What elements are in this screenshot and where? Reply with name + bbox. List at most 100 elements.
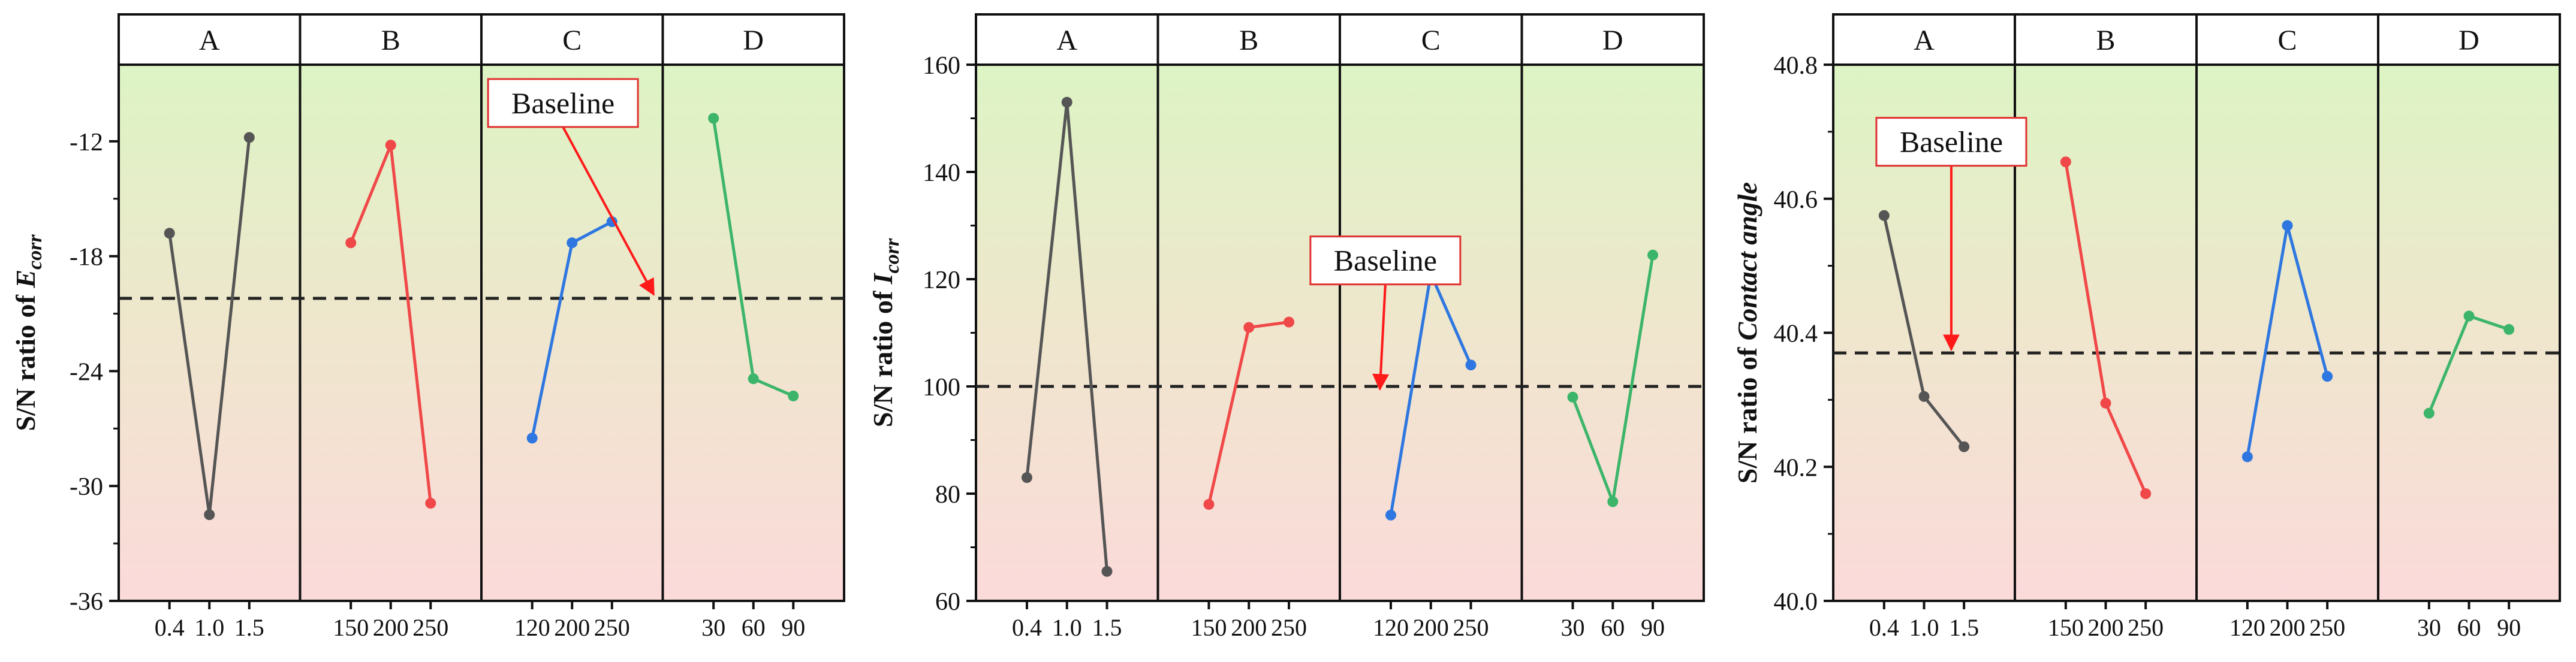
factor-header-label: B (2096, 25, 2115, 56)
y-tick-label: 40.0 (1774, 588, 1818, 616)
x-tick-label: 30 (701, 614, 725, 641)
x-tick-label: 250 (2128, 614, 2164, 641)
y-tick-label: 120 (923, 267, 960, 294)
x-tick-label: 60 (742, 614, 766, 641)
factor-header-box (975, 13, 1159, 66)
x-tick-label: 1.5 (1092, 614, 1122, 641)
x-tick-label: 200 (2270, 614, 2306, 641)
data-point (708, 113, 719, 124)
baseline-callout-box (487, 78, 639, 128)
x-tick-label: 120 (1373, 614, 1409, 641)
x-tick-label: 250 (594, 614, 630, 641)
y-axis-label-variable: E (10, 270, 41, 289)
y-axis-label-subscript: corr (24, 234, 46, 270)
factor-header-label: D (1602, 25, 1623, 56)
x-tick-label: 250 (1453, 614, 1489, 641)
data-point (1203, 498, 1215, 510)
y-tick-label: 40.6 (1774, 186, 1818, 214)
data-point (2060, 156, 2071, 168)
data-point (1101, 566, 1113, 577)
y-tick-label: -18 (70, 244, 103, 271)
x-tick-label: 0.4 (155, 614, 185, 641)
chart-panel-2: A B C D 60 80 100 120 140 160 S/N ratio of Icorr 0.… (867, 13, 1705, 641)
data-point (567, 237, 578, 249)
data-point (1021, 472, 1032, 483)
x-tick-label: 30 (2417, 614, 2441, 641)
plot-frame (117, 64, 845, 602)
data-point (1284, 316, 1295, 328)
data-point (345, 237, 357, 249)
y-axis-label: S/N ratio of Ecorr (10, 234, 46, 431)
factor-header-box (480, 13, 664, 66)
y-tick-label: 140 (923, 159, 960, 187)
data-point (1647, 249, 1659, 261)
factor-header-label: C (562, 25, 582, 56)
x-tick-label: 200 (1231, 614, 1267, 641)
y-axis-label: S/N ratio of Icorr (867, 238, 903, 427)
y-tick-label: -12 (70, 129, 103, 156)
data-point (526, 433, 538, 444)
data-point (788, 390, 799, 401)
data-point (2322, 371, 2333, 382)
y-axis-label: S/N ratio of Contact angle (1732, 182, 1762, 483)
factor-header-label: D (743, 25, 764, 56)
factor-header-box (1520, 13, 1705, 66)
data-point (385, 140, 396, 151)
x-tick-label: 0.4 (1012, 614, 1042, 641)
x-tick-label: 1.5 (234, 614, 264, 641)
x-tick-label: 1.0 (1909, 614, 1939, 641)
data-point (2100, 397, 2111, 409)
factor-header-label: C (2277, 25, 2297, 56)
baseline-arrow (1372, 284, 1390, 391)
data-point (243, 132, 255, 143)
y-axis-label-prefix: S/N ratio of (1732, 340, 1762, 483)
y-tick-label: -30 (70, 473, 103, 501)
baseline-callout-box (1875, 117, 2027, 167)
x-tick-label: 60 (2457, 614, 2481, 641)
factor-header-label: C (1421, 25, 1441, 56)
data-point (204, 509, 215, 521)
data-point (1061, 96, 1072, 108)
y-tick-label: -24 (70, 358, 103, 386)
chart-panel-3: A B C D 40.0 40.2 40.4 40.6 40.8 S/N ratio of Con… (1732, 13, 2561, 641)
y-axis-label-prefix: S/N ratio of (10, 288, 41, 431)
baseline-callout-label: Baseline (511, 86, 614, 120)
y-tick-label: 80 (935, 481, 960, 509)
x-tick-label: 150 (333, 614, 369, 641)
x-tick-label: 30 (1560, 614, 1584, 641)
baseline-callout-label: Baseline (1900, 125, 2003, 159)
x-tick-label: 250 (2309, 614, 2345, 641)
x-tick-label: 60 (1601, 614, 1625, 641)
x-tick-label: 250 (412, 614, 448, 641)
data-point (2423, 407, 2435, 419)
factor-header-label: D (2459, 25, 2479, 56)
y-tick-label: 160 (923, 52, 960, 80)
x-tick-label: 250 (1271, 614, 1307, 641)
y-axis-label-variable: Contact angle (1732, 182, 1762, 341)
x-tick-label: 120 (2229, 614, 2265, 641)
data-point (1567, 391, 1578, 403)
data-point (164, 228, 175, 239)
data-point (2140, 488, 2152, 499)
baseline-callout-label: Baseline (1334, 244, 1437, 277)
data-point (1878, 210, 1890, 221)
x-tick-label: 200 (373, 614, 409, 641)
data-point (1607, 496, 1619, 507)
x-tick-label: 200 (2088, 614, 2124, 641)
data-point (1959, 441, 1970, 452)
y-tick-label: 40.2 (1774, 454, 1818, 482)
data-point (1465, 359, 1477, 371)
factor-header-label: B (381, 25, 400, 56)
y-tick-label: 60 (935, 588, 960, 616)
baseline-callout-box (1309, 235, 1462, 286)
data-point (2463, 310, 2475, 322)
y-axis-label-variable: I (867, 272, 898, 285)
data-point (2241, 451, 2253, 463)
y-tick-label: 100 (923, 374, 960, 401)
factor-header-label: A (199, 25, 220, 56)
y-axis-label-prefix: S/N ratio of (867, 284, 898, 427)
baseline-arrow (562, 126, 655, 297)
y-tick-label: 40.4 (1774, 321, 1818, 348)
